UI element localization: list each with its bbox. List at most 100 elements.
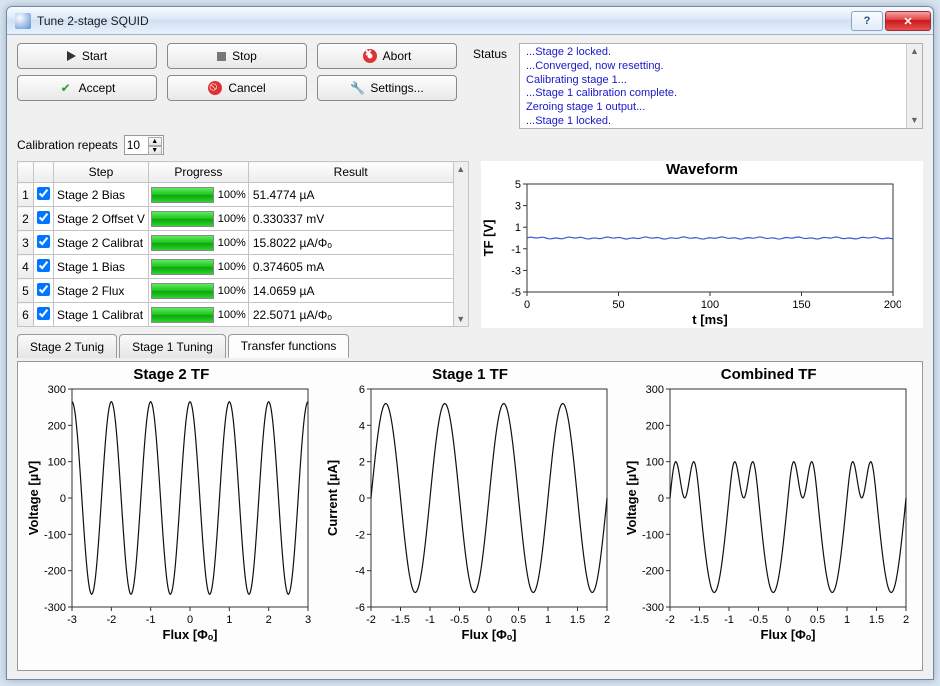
svg-text:-200: -200 (44, 566, 66, 578)
progress-bar (151, 307, 214, 323)
col-progress: Progress (148, 162, 248, 183)
progress-pct: 100% (218, 189, 246, 201)
svg-text:1: 1 (545, 614, 551, 626)
svg-text:200: 200 (645, 420, 663, 432)
svg-text:-2: -2 (355, 529, 365, 541)
row-result: 0.330337 mV (248, 207, 453, 231)
svg-text:200: 200 (48, 420, 66, 432)
svg-text:1: 1 (844, 614, 850, 626)
svg-text:1.5: 1.5 (570, 614, 585, 626)
status-line: ...Converged, now resetting. (526, 60, 916, 74)
row-checkbox[interactable] (37, 283, 50, 296)
settings-button[interactable]: 🔧Settings... (317, 75, 457, 101)
abort-icon (363, 49, 377, 63)
tab-bar: Stage 2 Tunig Stage 1 Tuning Transfer fu… (17, 334, 923, 358)
table-row[interactable]: 5 Stage 2 Flux 100% 14.0659 µA (18, 279, 454, 303)
svg-text:1.5: 1.5 (869, 614, 884, 626)
svg-text:0.5: 0.5 (511, 614, 526, 626)
svg-text:0: 0 (187, 614, 193, 626)
row-checkbox[interactable] (37, 235, 50, 248)
row-index: 3 (18, 231, 34, 255)
svg-text:-3: -3 (67, 614, 77, 626)
accept-button[interactable]: ✔Accept (17, 75, 157, 101)
svg-text:-4: -4 (355, 566, 365, 578)
calib-spinner[interactable]: 10 ▲▼ (124, 135, 164, 155)
row-checkbox[interactable] (37, 259, 50, 272)
svg-text:300: 300 (645, 384, 663, 396)
stop-button[interactable]: Stop (167, 43, 307, 69)
app-window: Tune 2-stage SQUID ? ✕ Start Stop Abort … (6, 6, 934, 680)
table-row[interactable]: 4 Stage 1 Bias 100% 0.374605 mA (18, 255, 454, 279)
svg-text:Flux [Φₒ]: Flux [Φₒ] (760, 627, 815, 642)
svg-text:-0.5: -0.5 (749, 614, 768, 626)
app-icon (15, 13, 31, 29)
status-line: ...Stage 1 locked. (526, 115, 916, 129)
svg-text:Voltage [µV]: Voltage [µV] (26, 461, 41, 535)
col-result: Result (248, 162, 453, 183)
svg-text:-2: -2 (107, 614, 117, 626)
row-step: Stage 1 Bias (54, 255, 149, 279)
progress-bar (151, 187, 214, 203)
tab-stage1-tuning[interactable]: Stage 1 Tuning (119, 334, 226, 358)
table-row[interactable]: 1 Stage 2 Bias 100% 51.4774 µA (18, 183, 454, 207)
svg-text:-2: -2 (366, 614, 376, 626)
row-checkbox[interactable] (37, 211, 50, 224)
combined-tf-chart: Combined TF -300-200-1000100200300-2-1.5… (621, 366, 916, 666)
close-button[interactable]: ✕ (885, 11, 931, 31)
row-index: 4 (18, 255, 34, 279)
svg-text:-1: -1 (425, 614, 435, 626)
svg-text:3: 3 (515, 201, 521, 213)
svg-text:-6: -6 (355, 602, 365, 614)
help-button[interactable]: ? (851, 11, 883, 31)
status-line: ...Stage 1 calibration complete. (526, 87, 916, 101)
svg-text:-5: -5 (511, 287, 521, 299)
svg-text:2: 2 (359, 457, 365, 469)
svg-text:4: 4 (359, 420, 365, 432)
row-step: Stage 2 Flux (54, 279, 149, 303)
content-area: Start Stop Abort ✔Accept Cancel 🔧Setting… (7, 35, 933, 679)
row-result: 0.374605 mA (248, 255, 453, 279)
svg-text:0: 0 (60, 493, 66, 505)
status-line: Calibrating stage 1... (526, 74, 916, 88)
svg-text:100: 100 (645, 457, 663, 469)
svg-text:100: 100 (48, 457, 66, 469)
svg-text:Voltage [µV]: Voltage [µV] (624, 461, 639, 535)
status-log: ...Stage 2 locked....Converged, now rese… (519, 43, 923, 129)
svg-text:t [ms]: t [ms] (692, 312, 727, 327)
svg-text:Current [µA]: Current [µA] (325, 460, 340, 536)
row-index: 2 (18, 207, 34, 231)
svg-text:150: 150 (792, 299, 810, 311)
row-checkbox[interactable] (37, 307, 50, 320)
waveform-panel: Waveform -5-3-1135050100150200t [ms]TF [… (481, 161, 923, 328)
window-title: Tune 2-stage SQUID (37, 14, 851, 28)
spinner-up[interactable]: ▲ (148, 137, 162, 146)
progress-bar (151, 283, 214, 299)
tab-transfer-functions[interactable]: Transfer functions (228, 334, 350, 358)
spinner-down[interactable]: ▼ (148, 146, 162, 155)
progress-pct: 100% (218, 237, 246, 249)
abort-button[interactable]: Abort (317, 43, 457, 69)
svg-text:0: 0 (359, 493, 365, 505)
tab-stage2-tuning[interactable]: Stage 2 Tunig (17, 334, 117, 358)
row-checkbox[interactable] (37, 187, 50, 200)
table-row[interactable]: 3 Stage 2 Calibrat 100% 15.8022 µA/Φₒ (18, 231, 454, 255)
svg-text:3: 3 (305, 614, 311, 626)
titlebar: Tune 2-stage SQUID ? ✕ (7, 7, 933, 35)
progress-pct: 100% (218, 213, 246, 225)
table-row[interactable]: 2 Stage 2 Offset V 100% 0.330337 mV (18, 207, 454, 231)
svg-text:50: 50 (612, 299, 624, 311)
svg-text:-1: -1 (724, 614, 734, 626)
svg-text:2: 2 (604, 614, 610, 626)
progress-bar (151, 235, 214, 251)
svg-text:0: 0 (658, 493, 664, 505)
svg-text:Flux [Φₒ]: Flux [Φₒ] (163, 627, 218, 642)
calib-label: Calibration repeats (17, 138, 118, 152)
start-button[interactable]: Start (17, 43, 157, 69)
status-scrollbar[interactable]: ▲▼ (906, 44, 922, 128)
row-index: 1 (18, 183, 34, 207)
table-row[interactable]: 6 Stage 1 Calibrat 100% 22.5071 µA/Φₒ (18, 303, 454, 327)
table-scrollbar[interactable]: ▲▼ (454, 161, 469, 327)
cancel-button[interactable]: Cancel (167, 75, 307, 101)
cancel-icon (208, 81, 222, 95)
svg-text:200: 200 (884, 299, 901, 311)
